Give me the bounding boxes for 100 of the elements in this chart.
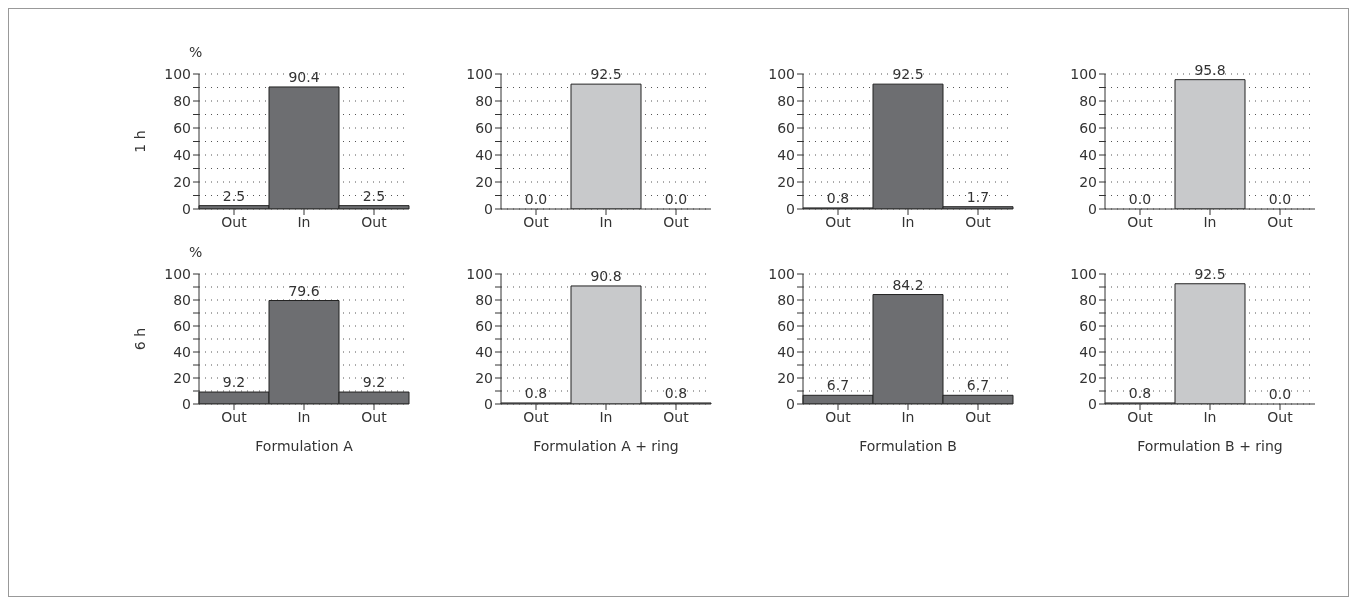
x-tick-label: In — [901, 213, 915, 230]
data-label: 0.8 — [826, 189, 850, 206]
y-tick-label: 100 — [164, 265, 191, 282]
x-tick-label: Out — [361, 408, 388, 425]
x-tick-label: In — [599, 408, 613, 425]
y-tick-label: 0 — [786, 395, 795, 412]
y-tick-label: 40 — [475, 146, 493, 163]
y-tick-label: 0 — [484, 395, 493, 412]
x-tick-label: In — [901, 408, 915, 425]
data-label: 0.0 — [1128, 191, 1152, 207]
y-tick-label: 60 — [777, 119, 795, 136]
data-label: 0.8 — [664, 384, 688, 401]
x-tick-label: Out — [1127, 408, 1154, 425]
x-tick-label: Out — [825, 408, 852, 425]
x-tick-label: Out — [965, 408, 992, 425]
data-label: 90.8 — [590, 267, 622, 284]
data-label: 0.8 — [524, 384, 548, 401]
x-tick-label: In — [1203, 213, 1217, 230]
y-tick-label: 60 — [173, 317, 191, 334]
x-tick-label: Out — [1127, 213, 1154, 230]
data-label: 79.6 — [288, 282, 320, 299]
x-tick-label: Out — [663, 408, 690, 425]
y-tick-label: 80 — [777, 291, 795, 308]
y-tick-label: 80 — [475, 291, 493, 308]
x-axis-title: Formulation B + ring — [1137, 438, 1283, 454]
y-axis-title: 1 h — [132, 130, 148, 153]
y-tick-label: 0 — [786, 200, 795, 217]
y-tick-label: 80 — [1079, 291, 1097, 308]
y-tick-label: 0 — [1088, 395, 1097, 412]
x-tick-label: In — [599, 213, 613, 230]
y-axis-title: 6 h — [132, 327, 148, 351]
x-tick-label: Out — [221, 213, 248, 230]
x-tick-label: Out — [361, 213, 388, 230]
data-label: 0.0 — [664, 191, 688, 207]
x-tick-label: Out — [221, 408, 248, 425]
data-label: 9.2 — [222, 374, 246, 391]
data-label: 95.8 — [1194, 61, 1226, 78]
x-tick-label: Out — [523, 213, 550, 230]
x-tick-label: Out — [1267, 213, 1294, 230]
y-tick-label: 20 — [777, 369, 795, 386]
y-tick-label: 0 — [182, 200, 191, 217]
y-tick-label: 20 — [777, 173, 795, 190]
x-tick-label: In — [1203, 408, 1217, 425]
x-axis-title: Formulation B — [859, 438, 957, 454]
data-label: 84.2 — [892, 276, 924, 293]
y-tick-label: 40 — [1079, 146, 1097, 163]
y-tick-label: 60 — [1079, 119, 1097, 136]
y-tick-label: 20 — [173, 173, 191, 190]
x-tick-label: In — [297, 213, 311, 230]
y-tick-label: 60 — [475, 317, 493, 334]
data-label: 0.8 — [1128, 384, 1152, 401]
y-tick-label: 0 — [182, 395, 191, 412]
data-label: 90.4 — [288, 68, 320, 85]
y-tick-label: 60 — [1079, 317, 1097, 334]
data-label: 92.5 — [590, 66, 622, 83]
y-tick-label: 60 — [173, 119, 191, 136]
y-tick-label: 80 — [173, 291, 191, 308]
data-label: 92.5 — [892, 66, 924, 83]
y-tick-label: 100 — [768, 65, 795, 82]
y-tick-label: 40 — [1079, 343, 1097, 360]
x-tick-label: Out — [523, 408, 550, 425]
y-tick-label: 80 — [1079, 92, 1097, 109]
data-label: 2.5 — [222, 187, 246, 204]
data-label: 1.7 — [966, 188, 990, 205]
data-label: 0.0 — [1268, 191, 1292, 207]
x-tick-label: In — [297, 408, 311, 425]
y-tick-label: 80 — [475, 92, 493, 109]
y-tick-label: 0 — [1088, 200, 1097, 217]
data-label: 6.7 — [966, 377, 990, 394]
x-axis-title: Formulation A + ring — [533, 438, 679, 454]
text: % — [189, 44, 203, 60]
y-tick-label: 40 — [173, 343, 191, 360]
data-label: 0.0 — [524, 191, 548, 207]
y-tick-label: 60 — [777, 317, 795, 334]
data-label: 9.2 — [362, 374, 386, 391]
y-tick-label: 60 — [475, 119, 493, 136]
data-label: 92.5 — [1194, 265, 1226, 282]
y-tick-label: 40 — [173, 146, 191, 163]
x-axis-title: Formulation A — [255, 438, 354, 454]
y-tick-label: 100 — [1070, 65, 1097, 82]
y-tick-label: 40 — [475, 343, 493, 360]
y-tick-label: 100 — [466, 265, 493, 282]
y-tick-label: 100 — [466, 65, 493, 82]
data-label: 0.0 — [1268, 386, 1292, 402]
y-tick-label: 20 — [1079, 173, 1097, 190]
y-tick-label: 40 — [777, 146, 795, 163]
y-tick-label: 80 — [173, 92, 191, 109]
y-tick-label: 80 — [777, 92, 795, 109]
y-tick-label: 20 — [475, 173, 493, 190]
y-tick-label: 20 — [1079, 369, 1097, 386]
data-label: 6.7 — [826, 377, 850, 394]
x-tick-label: Out — [1267, 408, 1294, 425]
y-tick-label: 100 — [164, 65, 191, 82]
y-tick-label: 100 — [1070, 265, 1097, 282]
y-tick-label: 20 — [475, 369, 493, 386]
x-tick-label: Out — [663, 213, 690, 230]
y-tick-label: 40 — [777, 343, 795, 360]
x-tick-label: Out — [965, 213, 992, 230]
y-tick-label: 20 — [173, 369, 191, 386]
text: % — [189, 244, 203, 260]
